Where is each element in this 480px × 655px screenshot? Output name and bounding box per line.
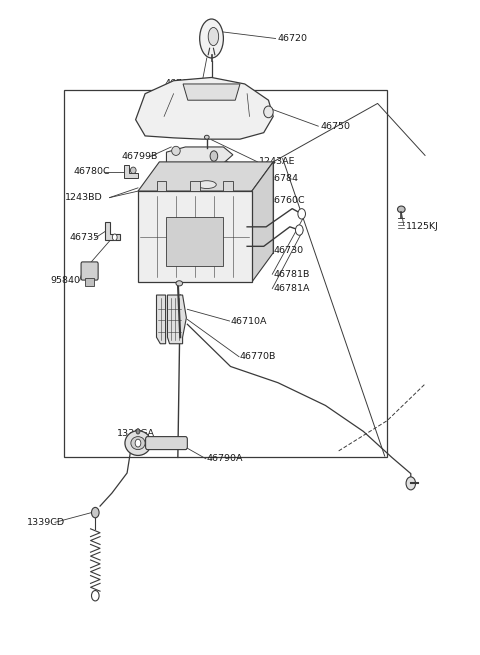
Ellipse shape <box>197 181 216 189</box>
Polygon shape <box>167 147 233 166</box>
Ellipse shape <box>172 146 180 155</box>
Text: 46750: 46750 <box>321 122 351 130</box>
FancyBboxPatch shape <box>81 262 98 280</box>
Ellipse shape <box>264 106 273 118</box>
Ellipse shape <box>208 28 219 46</box>
Ellipse shape <box>190 178 223 192</box>
Text: 1243AE: 1243AE <box>259 157 296 166</box>
Text: 1339CD: 1339CD <box>26 518 65 527</box>
Text: 46720: 46720 <box>278 34 308 43</box>
FancyBboxPatch shape <box>145 437 187 449</box>
Circle shape <box>136 429 140 434</box>
Polygon shape <box>159 162 273 253</box>
Text: 46780C: 46780C <box>74 167 110 176</box>
Circle shape <box>112 234 117 240</box>
Ellipse shape <box>125 431 151 455</box>
Polygon shape <box>157 181 167 191</box>
Polygon shape <box>183 84 240 100</box>
Text: 1243BD: 1243BD <box>64 193 102 202</box>
Bar <box>64 90 387 457</box>
Polygon shape <box>167 217 223 266</box>
Ellipse shape <box>204 136 209 139</box>
Text: 46760C: 46760C <box>268 196 305 206</box>
Text: 46781B: 46781B <box>273 270 310 279</box>
Circle shape <box>298 209 305 219</box>
Text: 95840: 95840 <box>50 276 80 285</box>
Circle shape <box>92 508 99 518</box>
Text: 46735: 46735 <box>69 233 99 242</box>
Text: 46710A: 46710A <box>230 316 267 326</box>
Circle shape <box>406 477 416 490</box>
Polygon shape <box>136 77 273 139</box>
Text: 1339GA: 1339GA <box>117 429 155 438</box>
Polygon shape <box>223 181 233 191</box>
Text: 46799B: 46799B <box>121 152 158 161</box>
Text: 1125KJ: 1125KJ <box>406 222 439 231</box>
Polygon shape <box>168 295 186 344</box>
Text: 46730: 46730 <box>273 246 303 255</box>
Text: 46781A: 46781A <box>273 284 310 293</box>
Polygon shape <box>156 295 166 344</box>
Circle shape <box>210 151 218 161</box>
Ellipse shape <box>131 437 145 449</box>
Polygon shape <box>85 278 95 286</box>
Polygon shape <box>105 222 120 240</box>
Ellipse shape <box>397 206 405 213</box>
Circle shape <box>135 440 141 447</box>
Text: 46784: 46784 <box>268 174 299 183</box>
Polygon shape <box>138 191 252 282</box>
Ellipse shape <box>176 281 182 286</box>
Text: 46770B: 46770B <box>240 352 276 361</box>
Polygon shape <box>124 165 138 178</box>
Text: 46790A: 46790A <box>207 454 243 463</box>
Polygon shape <box>190 181 200 191</box>
Ellipse shape <box>131 167 136 174</box>
Polygon shape <box>138 162 273 191</box>
Text: 46700A: 46700A <box>164 79 201 88</box>
Polygon shape <box>252 162 273 282</box>
Ellipse shape <box>200 19 223 58</box>
Circle shape <box>296 225 303 235</box>
Circle shape <box>92 591 99 601</box>
